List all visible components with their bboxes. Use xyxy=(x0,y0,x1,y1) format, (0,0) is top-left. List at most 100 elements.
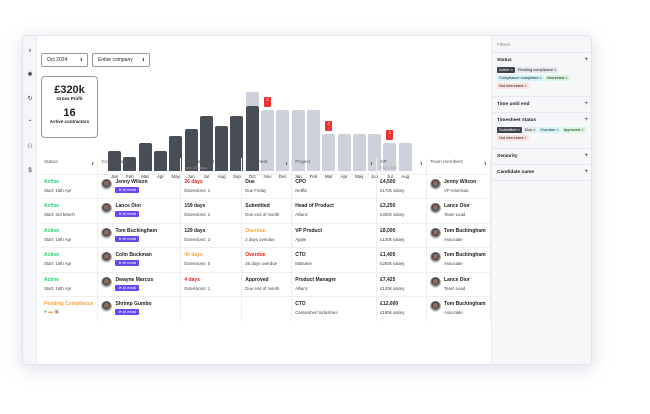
column-header[interactable]: GP £320,000 ⬍ xyxy=(376,158,428,174)
plus-icon[interactable]: + xyxy=(584,153,588,159)
avatar xyxy=(430,203,442,214)
search-icon[interactable]: ⌕ xyxy=(28,48,32,54)
filter-chip[interactable]: Submitted × xyxy=(497,127,522,133)
sort-icon[interactable]: ⬍ xyxy=(234,161,239,166)
column-header[interactable]: Contractors ⬍ xyxy=(97,158,182,174)
ai-email-button[interactable]: ➤ AI email xyxy=(115,186,140,193)
chart-bar[interactable] xyxy=(306,109,320,171)
header-sub: £320,000 xyxy=(380,165,397,170)
grid-icon[interactable]: ✺ xyxy=(27,72,33,78)
avatar xyxy=(101,227,113,239)
avatar xyxy=(101,301,113,312)
extensions: Extensions: 2 xyxy=(184,212,211,217)
table-row[interactable]: Active Start: 16th Apr Jenny Wilson ➤ AI e… xyxy=(41,173,491,199)
sort-icon[interactable]: ⬍ xyxy=(483,161,487,166)
chart-bar[interactable] xyxy=(291,109,305,171)
refresh-icon[interactable]: ↻ xyxy=(27,96,33,102)
kpi-card: £320k Gross Profit 16 Active contractors xyxy=(41,76,98,138)
status-text: Active xyxy=(44,203,60,209)
chart-bar[interactable] xyxy=(276,109,290,171)
plus-icon[interactable]: + xyxy=(584,57,588,63)
up-icon[interactable]: ⌃ xyxy=(27,120,33,126)
team-member-name[interactable]: Lance Dior xyxy=(444,203,470,209)
gross-profit-value: £320k xyxy=(54,84,85,96)
column-header[interactable]: Timesheet ⬍ xyxy=(241,158,293,174)
header-label: Contractors xyxy=(101,160,127,165)
contractor-name[interactable]: Jenny Wilson xyxy=(115,178,148,185)
chart-bar-projection xyxy=(245,91,259,106)
contractor-name[interactable]: Lance Dior xyxy=(115,203,142,209)
filter-chip[interactable]: Not interested × xyxy=(497,83,529,89)
table-row[interactable]: Active Start: 16th Apr Colin Buckman ➤ AI … xyxy=(41,247,491,272)
salary: £300k salary xyxy=(380,212,405,217)
users-icon[interactable]: ⚇ xyxy=(27,144,33,150)
period-value: Oct 2024 xyxy=(47,57,68,63)
chart-bar[interactable] xyxy=(230,115,244,171)
scope-select[interactable]: Entire company ⬍ xyxy=(92,53,150,67)
sort-icon[interactable]: ⬍ xyxy=(419,161,424,166)
filter-chip[interactable]: Not interested × xyxy=(497,135,529,141)
column-header[interactable]: Time until end avg: 34 days ⬍ xyxy=(180,158,243,174)
filter-chip[interactable]: Due × xyxy=(522,127,538,133)
avatar xyxy=(101,276,113,288)
column-header[interactable]: Status ⬍ xyxy=(41,158,99,174)
chart-bar[interactable] xyxy=(261,109,274,171)
sort-icon[interactable]: ⬍ xyxy=(173,161,178,166)
ai-email-button[interactable]: ➤ AI email xyxy=(115,260,140,266)
ai-email-button[interactable]: ➤ AI email xyxy=(115,284,140,291)
contractor-name[interactable]: Tom Buckingham xyxy=(115,227,158,234)
filter-chip[interactable]: Approved × xyxy=(561,127,586,133)
project-company: Netflix xyxy=(295,187,308,193)
chart-bar[interactable] xyxy=(199,115,213,171)
contractor-name[interactable]: Colin Buckman xyxy=(115,252,152,258)
plus-icon[interactable]: + xyxy=(584,117,588,123)
start-date: Start: 16th Apr xyxy=(44,187,72,193)
team-member-role: Team Lead xyxy=(444,212,466,217)
sort-icon[interactable]: ⬍ xyxy=(91,161,95,166)
chart-bar[interactable] xyxy=(245,105,259,171)
column-header[interactable]: Team members ⬍ xyxy=(426,158,491,174)
filter-section[interactable]: Status + Active × Pending compliance × Compl… xyxy=(492,53,591,97)
filter-chip[interactable]: Active × xyxy=(497,67,515,73)
table-row[interactable]: Active Start: 16th Apr Tom Buckingham ➤ AI… xyxy=(41,222,491,248)
avatar xyxy=(101,252,113,263)
filter-chip[interactable]: Pending compliance × xyxy=(515,67,559,73)
timesheet-note: Due Friday xyxy=(245,187,267,193)
contractor-name[interactable]: Dwayne Marcus xyxy=(115,276,154,283)
ai-email-button[interactable]: ➤ AI email xyxy=(115,211,140,217)
header-label: Team members xyxy=(430,160,464,165)
table-row[interactable]: Active Start: 16th Apr Dwayne Marcus ➤ AI … xyxy=(41,271,491,297)
salary: £250k salary xyxy=(380,261,405,266)
plus-icon[interactable]: + xyxy=(584,169,588,175)
team-member-name[interactable]: Tom Buckingham xyxy=(444,252,486,258)
status-text: Active xyxy=(44,276,60,283)
filter-section[interactable]: Timesheet status + Submitted × Due × Overdue… xyxy=(492,113,591,149)
filter-chip[interactable]: Overdue × xyxy=(538,127,561,133)
ai-email-button[interactable]: ➤ AI email xyxy=(115,309,140,315)
table-row[interactable]: Pending Compliance ● ▬ ▣ Shrimp Gumbo ➤ AI… xyxy=(41,296,491,321)
filter-chip[interactable]: Compliance completed × xyxy=(497,75,544,81)
team-member-name[interactable]: Tom Buckingham xyxy=(444,301,486,307)
team-member-name[interactable]: Tom Buckingham xyxy=(444,227,486,234)
contractor-name[interactable]: Shrimp Gumbo xyxy=(115,301,152,307)
filter-section[interactable]: Seniority + xyxy=(492,149,591,165)
sort-icon[interactable]: ⬍ xyxy=(369,161,374,166)
gp-bar-chart: Jan Feb Mar Apr May Jun Jul Aug Sep Oct Nov Dec Jan F… xyxy=(105,71,415,179)
team-member-name[interactable]: Lance Dior xyxy=(444,276,470,283)
gp-value: £12,000 xyxy=(380,301,399,307)
team-member-name[interactable]: Jenny Wilson xyxy=(444,178,477,185)
ai-email-button[interactable]: ➤ AI email xyxy=(115,235,140,242)
filter-chip[interactable]: Interested × xyxy=(544,75,570,81)
column-header[interactable]: Project ⬍ xyxy=(291,158,378,174)
filter-section[interactable]: Candidate name + xyxy=(492,165,591,181)
dollar-icon[interactable]: $ xyxy=(28,168,32,174)
plus-icon[interactable]: + xyxy=(584,101,588,107)
timesheet-note: 26 days overdue xyxy=(245,261,278,266)
filter-section[interactable]: Time until end + xyxy=(492,97,591,113)
table-row[interactable]: Active Start: 3rd March Lance Dior ➤ AI em… xyxy=(41,198,491,223)
sort-icon[interactable]: ⬍ xyxy=(284,161,289,166)
period-select[interactable]: Oct 2024 ⬍ xyxy=(41,53,88,67)
